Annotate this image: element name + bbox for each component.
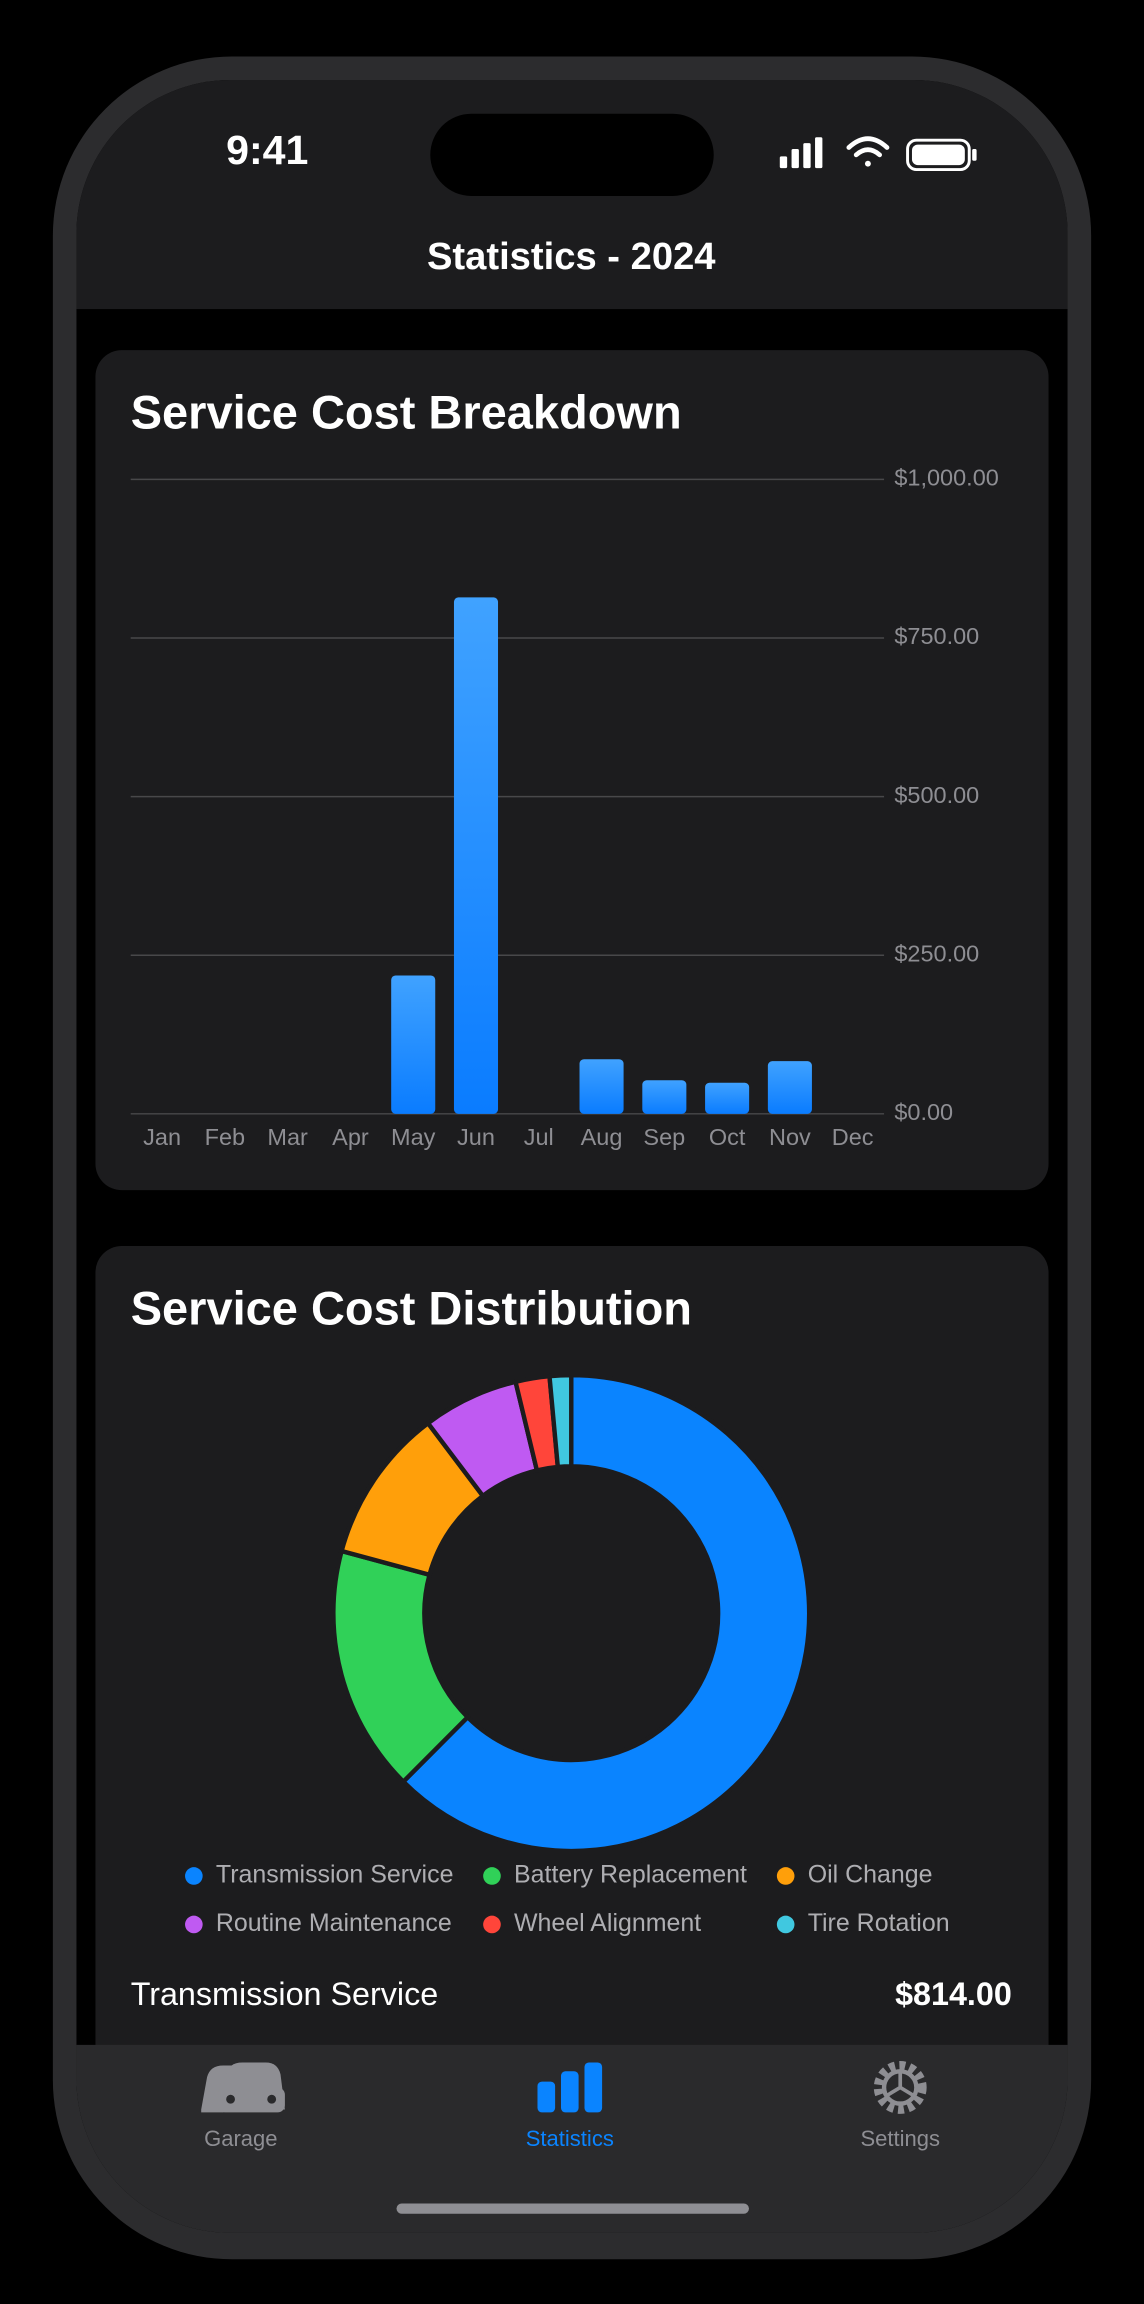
x-tick-label: Feb	[205, 1124, 245, 1150]
x-tick-label: Jan	[143, 1124, 181, 1150]
y-tick-label: $0.00	[894, 1099, 953, 1125]
card	[95, 1245, 1049, 2128]
legend-item: Routine Maintenance	[185, 1909, 452, 1937]
legend-label: Wheel Alignment	[514, 1909, 701, 1937]
x-tick-label: Jun	[457, 1124, 495, 1150]
bar	[453, 597, 499, 1114]
x-tick-label: Oct	[709, 1124, 746, 1150]
tab-settings[interactable]: Settings	[860, 2061, 940, 2151]
x-tick-label: Apr	[332, 1124, 369, 1150]
legend-swatch	[483, 1867, 501, 1885]
donut-segment	[547, 1373, 574, 1470]
legend-label: Routine Maintenance	[216, 1909, 452, 1937]
list-row-value: $814.00	[895, 1976, 1012, 2012]
legend-item: Battery Replacement	[483, 1861, 747, 1889]
y-tick-label: $750.00	[894, 623, 979, 649]
legend-swatch	[483, 1915, 501, 1934]
x-tick-label: Nov	[769, 1124, 811, 1150]
legend-item: Oil Change	[776, 1861, 933, 1889]
home-indicator	[396, 2203, 749, 2214]
chart-icon	[537, 2062, 603, 2113]
card-title: Service Cost Breakdown	[131, 386, 682, 439]
y-tick-label: $1,000.00	[894, 465, 998, 491]
x-tick-label: Jul	[524, 1124, 554, 1150]
legend-swatch	[185, 1915, 203, 1934]
tab-label: Garage	[204, 2126, 277, 2151]
tab-label: Settings	[860, 2126, 940, 2151]
bar	[767, 1061, 812, 1114]
gear-icon	[873, 2061, 927, 2114]
legend-swatch	[776, 1915, 795, 1934]
tab-garage[interactable]: Garage	[201, 2062, 285, 2152]
legend-item: Wheel Alignment	[483, 1909, 701, 1937]
status-time: 9:41	[226, 127, 308, 173]
bar	[705, 1082, 750, 1114]
wifi-icon	[846, 136, 890, 167]
x-tick-label: Mar	[267, 1124, 308, 1150]
legend-label: Tire Rotation	[808, 1909, 950, 1937]
car-icon	[201, 2062, 285, 2113]
legend-label: Battery Replacement	[514, 1861, 747, 1889]
donut-segment	[400, 1373, 812, 1854]
legend-item: Transmission Service	[185, 1861, 453, 1889]
legend-label: Oil Change	[808, 1861, 933, 1889]
bar	[391, 975, 436, 1114]
dynamic-island	[430, 113, 714, 196]
y-tick-label: $500.00	[894, 782, 979, 808]
card-title: Service Cost Distribution	[131, 1281, 692, 1334]
bar	[579, 1059, 624, 1114]
card	[95, 350, 1049, 1191]
legend-swatch	[776, 1867, 795, 1885]
list-row-label: Transmission Service	[131, 1976, 439, 2012]
x-tick-label: Sep	[643, 1124, 685, 1150]
x-tick-label: May	[391, 1124, 436, 1150]
bar	[642, 1080, 687, 1114]
legend-label: Transmission Service	[216, 1861, 454, 1889]
battery-icon	[906, 138, 977, 172]
signal-icon	[779, 137, 823, 169]
legend-swatch	[185, 1867, 203, 1885]
y-tick-label: $250.00	[894, 940, 979, 966]
tab-label: Statistics	[526, 2126, 614, 2151]
x-tick-label: Dec	[832, 1124, 874, 1150]
x-tick-label: Aug	[581, 1124, 623, 1150]
legend-item: Tire Rotation	[776, 1909, 950, 1937]
tab-statistics[interactable]: Statistics	[526, 2062, 614, 2152]
nav-title: Statistics - 2024	[427, 235, 716, 278]
